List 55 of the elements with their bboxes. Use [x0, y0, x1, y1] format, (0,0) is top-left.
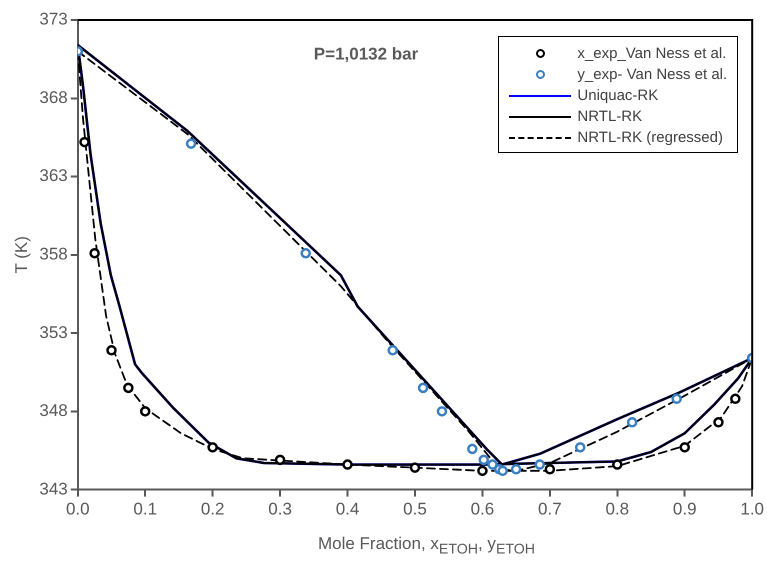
point [478, 454, 490, 466]
y-tick-label: 373 [39, 10, 68, 29]
point [574, 442, 586, 453]
legend-label: Uniquac-RK [577, 87, 658, 104]
y-tick-label: 353 [39, 322, 68, 342]
point [497, 466, 508, 476]
y-tick-label: 348 [39, 401, 68, 420]
legend-label: x_exp_Van Ness et al. [577, 45, 726, 62]
x-tick-label: 0.2 [200, 499, 224, 518]
point [342, 459, 353, 470]
point [477, 466, 488, 476]
x-tick-label: 0.3 [268, 499, 292, 518]
point [89, 248, 100, 258]
x-tick-label: 0.4 [336, 499, 360, 518]
point [123, 382, 134, 394]
point [467, 444, 478, 454]
point [418, 382, 428, 394]
point [79, 136, 90, 148]
y-tick-label: 358 [39, 244, 68, 264]
x-axis-title: Mole Fraction, x$_{ETOH}$, y$_{ETOH}$ [316, 534, 536, 557]
point [544, 464, 556, 474]
point [300, 248, 311, 258]
point [186, 138, 196, 149]
point [387, 345, 398, 356]
point [274, 454, 286, 466]
point [410, 462, 420, 473]
point [140, 406, 150, 417]
y-axis-title: T (K) [12, 236, 31, 274]
y-tick-label: 343 [39, 479, 68, 498]
y-tick-label: 363 [39, 166, 68, 186]
point [713, 417, 724, 428]
point [626, 417, 638, 428]
annotation: P=1,0132 bar [314, 44, 419, 64]
x-tick-label: 0.8 [605, 499, 630, 518]
point [679, 442, 690, 453]
point [671, 394, 682, 404]
point [612, 459, 623, 470]
x-tick-label: 0.9 [672, 499, 697, 518]
point [510, 464, 522, 474]
point [534, 459, 545, 470]
point [730, 394, 741, 404]
legend-label: NRTL-RK [577, 108, 642, 125]
x-tick-label: 0.6 [470, 499, 494, 518]
point [207, 442, 218, 453]
legend-label: NRTL-RK (regressed) [577, 129, 723, 146]
point [106, 345, 117, 356]
point [487, 459, 498, 470]
x-tick-label: 1.0 [740, 499, 764, 518]
x-tick-label: 0.0 [66, 499, 90, 518]
legend-label: y_exp- Van Ness et al. [577, 66, 728, 83]
x-tick-label: 0.7 [538, 499, 562, 518]
x-tick-label: 0.1 [133, 499, 158, 518]
y-tick-label: 368 [39, 88, 68, 107]
x-tick-label: 0.5 [403, 499, 427, 518]
point [436, 406, 448, 417]
